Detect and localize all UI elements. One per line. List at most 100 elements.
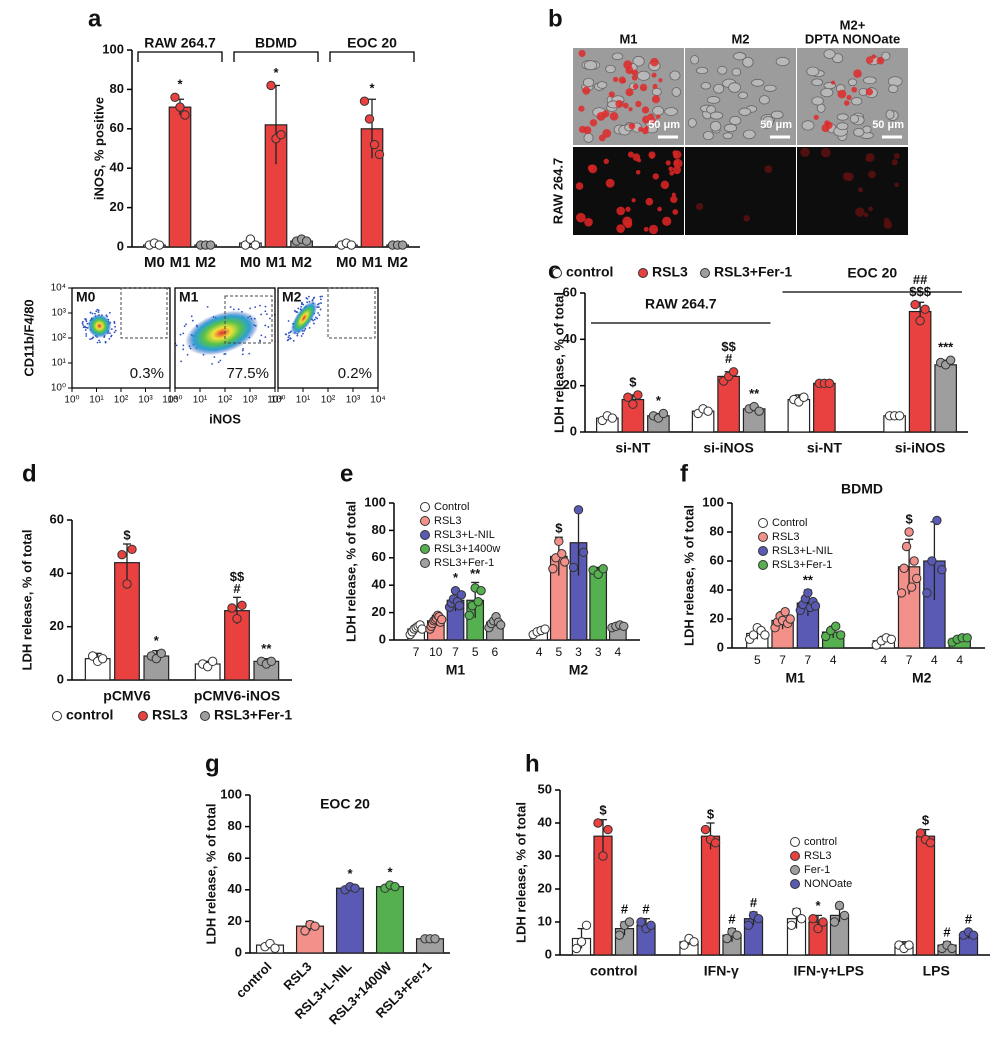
plot-name: M2 [282,289,302,305]
y-tick-label: 20 [538,880,552,895]
data-point [646,920,656,930]
annotation: # [728,911,736,926]
y-tick-label: 80 [710,523,724,538]
x-tick-label: si-NT [807,440,842,456]
legend-marker [790,865,800,875]
data-point [576,937,587,947]
legend-marker [790,879,800,889]
data-point [796,914,807,924]
red-signal [665,160,671,166]
red-signal [672,150,678,156]
data-point [791,907,802,917]
data-point [624,917,635,927]
event-dot [260,334,263,337]
red-signal [672,209,679,215]
y-tick-label: 80 [110,81,124,96]
data-point [896,588,907,598]
panel-letter: a [88,5,102,32]
cell [717,65,728,75]
red-signal [656,114,661,119]
cell [583,132,594,143]
event-dot [108,311,111,314]
event-dot [260,313,263,316]
data-point [603,824,613,835]
event-dot [306,301,309,304]
legend-marker [758,532,768,542]
y-tick-label: 60 [372,549,386,564]
y-tick-label: 40 [228,881,242,896]
count-label: 5 [555,645,562,659]
data-point [227,603,237,613]
red-signal [652,173,659,180]
data-point [548,564,558,574]
event-dot [241,349,244,352]
legend-marker [420,544,430,554]
x-tick-label: LPS [923,963,950,979]
red-signal [670,195,678,204]
event-dot [224,352,227,355]
y-axis-label: LDH release, % of total [343,501,358,642]
event-dot [301,301,303,304]
data-point [909,556,919,566]
event-dot [89,338,91,341]
y-tick-label: 40 [50,565,64,580]
x-tick-label: 10⁰ [167,395,182,406]
event-dot [242,348,244,350]
x-tick-label: control [233,959,275,1001]
data-point [568,562,579,573]
legend-marker [420,530,430,540]
red-signal [651,72,657,78]
event-dot [317,312,320,314]
event-dot [297,307,300,310]
data-point [703,406,713,416]
data-point [117,549,127,560]
x-tick-label: 10¹ [296,395,311,406]
red-signal [668,166,674,172]
data-point [245,234,256,244]
bar-label: M2 [195,254,216,271]
red-signal [865,88,874,96]
y-tick-label: 0 [545,946,552,961]
event-dot [98,339,100,342]
x-tick-label: 10² [321,395,336,406]
event-dot [308,295,310,298]
event-dot [302,303,305,306]
x-tick-label: IFN-γ [704,963,739,979]
y-tick-label: 20 [50,618,64,633]
data-point [813,923,823,934]
cell [605,64,616,74]
data-point [240,240,251,250]
red-signal [648,224,659,235]
x-tick-label: RSL3 [280,959,314,993]
y-tick-label: 20 [710,610,724,625]
data-point [250,240,261,250]
event-dot [269,317,271,320]
cell [583,60,598,71]
red-signal [641,127,649,135]
event-dot [95,310,98,313]
count-label: 4 [615,645,622,659]
red-signal [588,164,598,174]
event-dot [296,311,299,314]
bar [915,835,936,956]
red-signal [638,126,644,132]
legend-marker [790,851,800,861]
data-point [915,316,925,326]
x-tick-label: 10³ [243,395,258,406]
x-tick-label: 10⁴ [370,395,385,406]
y-tick-label: 40 [710,581,724,596]
data-point [614,930,625,940]
red-signal [764,165,773,174]
red-signal [625,66,634,75]
event-dot [110,328,113,331]
red-signal [671,192,676,197]
event-dot [85,326,88,329]
y-tick-label: 100 [364,494,386,509]
annotation: $ [707,806,715,821]
data-point [180,110,190,120]
x-tick-label: si-iNOS [895,440,946,456]
event-dot [85,335,88,337]
cell [695,66,709,75]
x-tick-label: 10⁰ [270,395,285,406]
